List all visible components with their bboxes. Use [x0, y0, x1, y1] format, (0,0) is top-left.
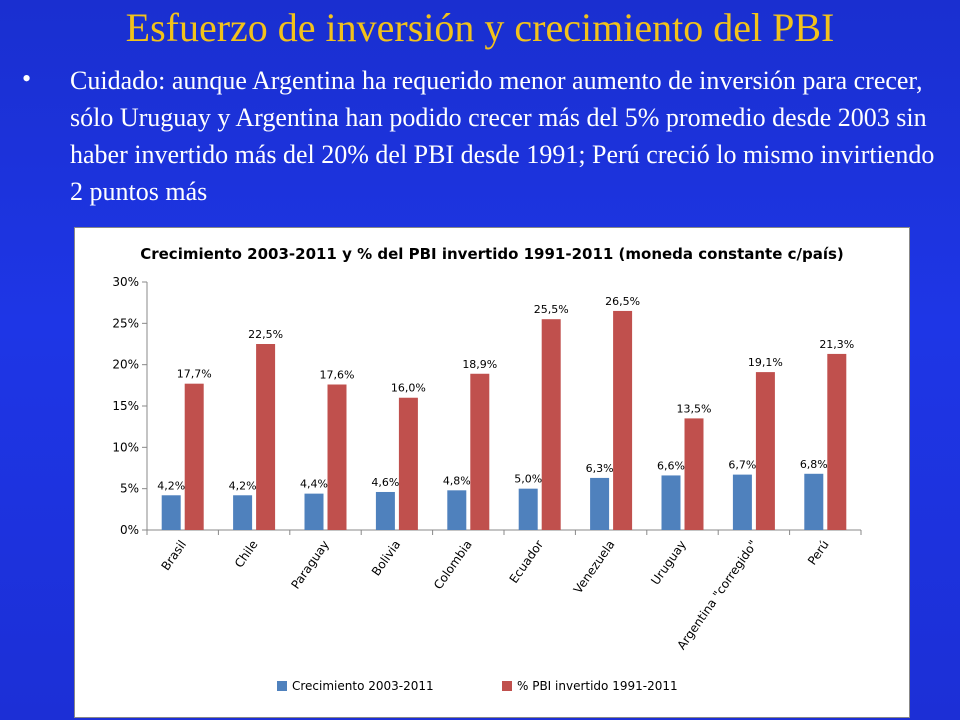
category-label: Perú [805, 538, 832, 568]
chart-legend: Crecimiento 2003-2011 % PBI invertido 199… [277, 679, 678, 693]
data-label: 19,1% [748, 356, 783, 369]
legend-swatch [277, 681, 287, 691]
data-label: 4,4% [300, 478, 328, 491]
chart-title: Crecimiento 2003-2011 y % del PBI invert… [140, 245, 844, 263]
data-label: 4,2% [229, 479, 257, 492]
data-label: 13,5% [677, 402, 712, 415]
y-tick-label: 15% [112, 399, 139, 413]
data-label: 22,5% [248, 328, 283, 341]
category-label: Ecuador [507, 538, 547, 586]
chart-bars [161, 310, 847, 530]
category-label: Colombia [431, 538, 475, 592]
data-label: 4,2% [157, 479, 185, 492]
y-tick-label: 0% [120, 523, 139, 537]
slide-title: Esfuerzo de inversión y crecimiento del … [125, 5, 835, 50]
data-label: 26,5% [605, 295, 640, 308]
data-label: 17,7% [177, 368, 212, 381]
data-label: 6,8% [800, 458, 828, 471]
y-tick-label: 30% [112, 275, 139, 289]
y-tick-label: 20% [112, 358, 139, 372]
bar-crecimiento [518, 488, 538, 530]
bullet-text: Cuidado: aunque Argentina ha requerido m… [70, 66, 935, 206]
data-label: 4,8% [443, 474, 471, 487]
legend-item-pbi-invertido: % PBI invertido 1991-2011 [502, 679, 678, 693]
bar-pbi-invertido [184, 383, 204, 530]
bar-crecimiento [732, 474, 752, 530]
bar-crecimiento [375, 491, 395, 530]
chart-category-labels: Brasil Chile Paraguay Bolivia Colombia Ecuado… [159, 538, 832, 653]
chart-container: Crecimiento 2003-2011 y % del PBI invert… [74, 227, 910, 718]
bar-pbi-invertido [684, 418, 704, 530]
bar-pbi-invertido [327, 384, 347, 530]
data-label: 16,0% [391, 382, 426, 395]
chart-data-labels: 4,2% 17,7% 4,2% 22,5% 4,4% 17,6% 4,6% 16,0% 4,8%… [157, 295, 854, 492]
bar-pbi-invertido [827, 353, 847, 530]
data-label: 17,6% [320, 369, 355, 382]
category-label: Paraguay [288, 538, 332, 592]
bar-pbi-invertido [398, 397, 418, 530]
bullet-marker: • [22, 64, 32, 93]
category-label: Bolivia [369, 538, 403, 579]
y-tick-label: 5% [120, 482, 139, 496]
bar-crecimiento [661, 475, 681, 530]
bar-pbi-invertido [541, 319, 561, 530]
bar-chart: Crecimiento 2003-2011 y % del PBI invert… [112, 245, 862, 693]
bar-crecimiento [233, 495, 253, 530]
data-label: 18,9% [462, 358, 497, 371]
legend-label: Crecimiento 2003-2011 [292, 679, 434, 693]
bar-crecimiento [447, 490, 467, 530]
y-tick-label: 25% [112, 316, 139, 330]
category-label: Argentina "corregido" [674, 538, 760, 653]
data-label: 25,5% [534, 303, 569, 316]
category-label: Venezuela [571, 538, 618, 597]
bar-crecimiento [161, 495, 181, 530]
bar-pbi-invertido [613, 310, 633, 530]
data-label: 4,6% [371, 476, 399, 489]
category-label: Chile [232, 538, 261, 571]
data-label: 5,0% [514, 473, 542, 486]
bar-crecimiento [304, 493, 324, 530]
legend-item-crecimiento: Crecimiento 2003-2011 [277, 679, 434, 693]
legend-swatch [502, 681, 512, 691]
y-tick-label: 10% [112, 440, 139, 454]
legend-label: % PBI invertido 1991-2011 [517, 679, 678, 693]
data-label: 6,7% [728, 459, 756, 472]
bar-pbi-invertido [755, 372, 775, 530]
data-label: 21,3% [819, 338, 854, 351]
bar-pbi-invertido [256, 344, 276, 530]
category-label: Uruguay [648, 538, 689, 588]
bar-crecimiento [804, 473, 824, 530]
bar-pbi-invertido [470, 373, 490, 530]
data-label: 6,3% [586, 462, 614, 475]
data-label: 6,6% [657, 459, 685, 472]
category-label: Brasil [159, 538, 190, 573]
bar-crecimiento [590, 477, 610, 530]
